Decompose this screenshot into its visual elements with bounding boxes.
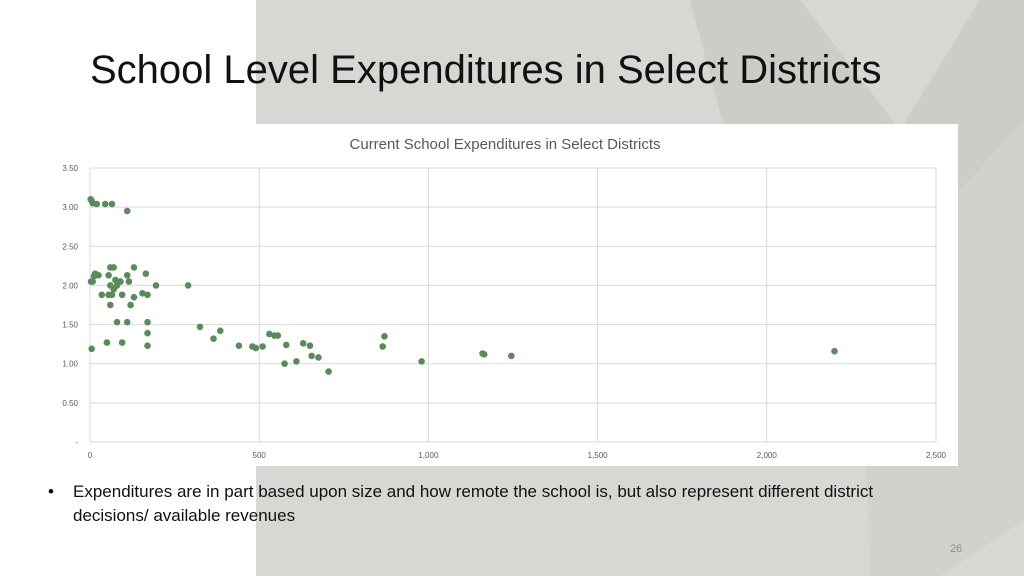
chart-panel: Current School Expenditures in Select Di… bbox=[44, 124, 958, 466]
data-point bbox=[306, 342, 314, 350]
x-tick-label: 2,500 bbox=[926, 451, 947, 460]
data-point bbox=[210, 335, 217, 342]
data-point bbox=[274, 332, 282, 339]
y-tick-label: 3.00 bbox=[62, 203, 78, 212]
data-point bbox=[831, 347, 838, 355]
data-point bbox=[123, 271, 131, 279]
data-point bbox=[282, 341, 290, 349]
y-tick-label: - bbox=[75, 438, 78, 447]
data-point bbox=[93, 200, 101, 208]
data-point bbox=[144, 342, 151, 350]
data-point bbox=[125, 278, 133, 285]
x-tick-label: 0 bbox=[88, 451, 93, 460]
y-tick-label: 0.50 bbox=[62, 399, 78, 408]
data-point bbox=[123, 318, 131, 326]
data-point bbox=[418, 358, 425, 365]
bullet-text: Expenditures are in part based upon size… bbox=[73, 482, 874, 525]
data-point bbox=[88, 345, 95, 353]
x-tick-label: 2,000 bbox=[757, 451, 778, 460]
data-point bbox=[110, 264, 117, 271]
page-number: 26 bbox=[950, 543, 963, 555]
scatter-chart: Current School Expenditures in Select Di… bbox=[62, 136, 947, 460]
data-point bbox=[144, 291, 151, 299]
data-point bbox=[308, 352, 315, 360]
data-point bbox=[108, 200, 116, 208]
data-point bbox=[315, 354, 322, 361]
data-point bbox=[108, 291, 116, 299]
data-point bbox=[281, 360, 288, 368]
data-point bbox=[216, 327, 224, 335]
data-point bbox=[142, 270, 150, 277]
data-point bbox=[235, 342, 243, 350]
chart-gridlines bbox=[89, 167, 937, 443]
y-tick-label: 3.50 bbox=[62, 164, 78, 173]
data-point bbox=[130, 264, 138, 271]
data-point bbox=[98, 291, 106, 299]
data-point bbox=[325, 368, 332, 375]
data-point bbox=[95, 271, 102, 279]
data-point bbox=[184, 282, 192, 289]
chart-title: Current School Expenditures in Select Di… bbox=[350, 136, 661, 153]
x-tick-label: 1,500 bbox=[588, 451, 609, 460]
data-point bbox=[107, 301, 114, 309]
data-point bbox=[480, 351, 488, 358]
x-tick-label: 1,000 bbox=[418, 451, 439, 460]
data-point bbox=[118, 291, 126, 299]
data-point bbox=[196, 323, 204, 331]
data-point bbox=[112, 276, 119, 284]
y-axis-ticks: - 0.50 1.00 1.50 2.00 2.50 3.00 3.50 bbox=[62, 164, 78, 447]
data-point bbox=[266, 330, 273, 338]
data-point bbox=[113, 318, 121, 326]
y-tick-label: 1.00 bbox=[62, 360, 78, 369]
data-point bbox=[130, 293, 138, 301]
data-point bbox=[259, 343, 266, 350]
data-point bbox=[103, 339, 111, 346]
data-point bbox=[101, 200, 109, 208]
data-point bbox=[299, 340, 307, 347]
x-axis-ticks: 0 500 1,000 1,500 2,000 2,500 bbox=[88, 451, 947, 460]
data-points bbox=[87, 196, 838, 375]
data-point bbox=[113, 282, 121, 289]
data-point bbox=[127, 301, 134, 309]
data-point bbox=[144, 329, 151, 337]
y-tick-label: 2.00 bbox=[62, 281, 78, 290]
data-point bbox=[252, 344, 260, 352]
data-point bbox=[144, 318, 151, 326]
data-point bbox=[123, 207, 131, 215]
data-point bbox=[381, 333, 388, 340]
bullet-symbol: • bbox=[48, 482, 54, 501]
data-point bbox=[139, 289, 146, 297]
x-tick-label: 500 bbox=[253, 451, 267, 460]
data-point bbox=[293, 358, 300, 365]
y-tick-label: 1.50 bbox=[62, 321, 78, 330]
data-point bbox=[105, 271, 112, 279]
data-point bbox=[89, 278, 97, 285]
data-point bbox=[508, 352, 515, 360]
data-point bbox=[379, 343, 387, 350]
slide-title: School Level Expenditures in Select Dist… bbox=[90, 48, 882, 92]
data-point bbox=[118, 339, 126, 346]
data-point bbox=[152, 282, 160, 289]
y-tick-label: 2.50 bbox=[62, 242, 78, 251]
